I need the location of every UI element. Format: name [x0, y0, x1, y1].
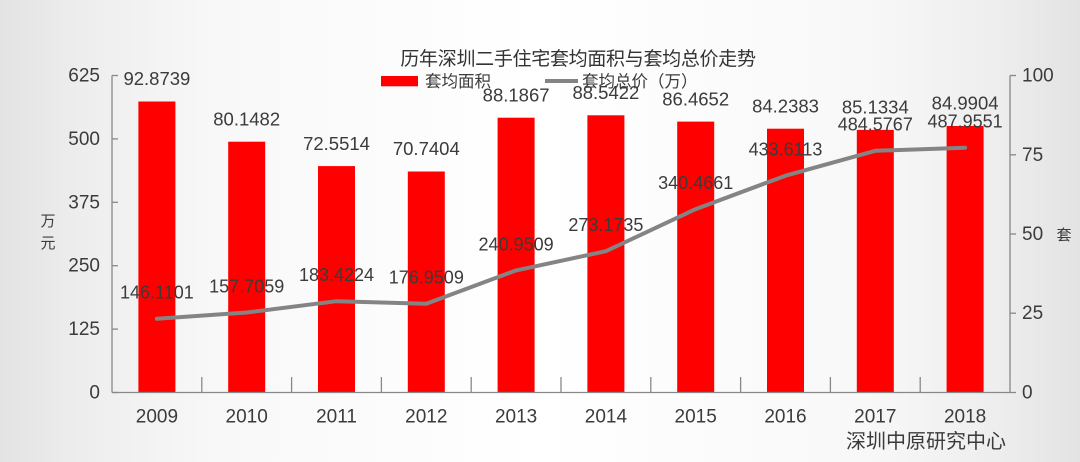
svg-text:80.1482: 80.1482 [213, 108, 280, 129]
svg-text:433.6113: 433.6113 [749, 140, 823, 160]
svg-text:0: 0 [89, 383, 100, 404]
svg-text:375: 375 [68, 192, 100, 213]
svg-text:125: 125 [68, 319, 100, 340]
svg-text:套: 套 [1056, 227, 1071, 244]
svg-text:75: 75 [1022, 145, 1043, 166]
svg-text:487.9551: 487.9551 [928, 112, 1003, 132]
svg-text:157.7059: 157.7059 [209, 276, 284, 296]
svg-text:86.4652: 86.4652 [662, 88, 729, 109]
svg-text:2012: 2012 [405, 407, 447, 428]
svg-text:176.9509: 176.9509 [389, 268, 464, 288]
svg-text:250: 250 [68, 256, 100, 277]
svg-text:88.5422: 88.5422 [572, 82, 639, 103]
svg-text:0: 0 [1022, 383, 1033, 404]
svg-text:100: 100 [1022, 66, 1054, 87]
svg-text:625: 625 [68, 66, 100, 87]
svg-text:88.1867: 88.1867 [483, 84, 550, 105]
svg-text:84.2383: 84.2383 [752, 95, 819, 116]
svg-text:2013: 2013 [495, 407, 537, 428]
svg-text:2015: 2015 [675, 407, 717, 428]
svg-text:2014: 2014 [585, 407, 628, 428]
svg-text:历年深圳二手住宅套均面积与套均总价走势: 历年深圳二手住宅套均面积与套均总价走势 [400, 48, 756, 70]
svg-text:元: 元 [40, 235, 55, 252]
svg-text:50: 50 [1022, 224, 1043, 245]
svg-text:2018: 2018 [944, 407, 986, 428]
svg-text:500: 500 [68, 129, 100, 150]
svg-text:340.4661: 340.4661 [658, 173, 733, 193]
svg-text:2017: 2017 [854, 407, 896, 428]
svg-text:2010: 2010 [226, 407, 268, 428]
svg-text:万: 万 [40, 213, 55, 230]
svg-text:92.8739: 92.8739 [123, 68, 190, 89]
svg-text:套均面积: 套均面积 [425, 72, 491, 91]
svg-text:2011: 2011 [316, 407, 357, 428]
svg-text:84.9904: 84.9904 [932, 93, 999, 114]
svg-text:240.9509: 240.9509 [479, 234, 554, 254]
svg-text:146.1101: 146.1101 [120, 283, 194, 303]
svg-text:183.4224: 183.4224 [299, 265, 374, 285]
svg-text:深圳中原研究中心: 深圳中原研究中心 [846, 430, 1006, 453]
svg-text:273.1735: 273.1735 [568, 215, 643, 235]
svg-text:25: 25 [1022, 303, 1043, 324]
svg-text:2009: 2009 [136, 407, 178, 428]
svg-text:484.5767: 484.5767 [838, 115, 913, 135]
svg-text:70.7404: 70.7404 [393, 138, 460, 159]
svg-text:72.5514: 72.5514 [303, 133, 370, 154]
svg-text:2016: 2016 [764, 407, 806, 428]
